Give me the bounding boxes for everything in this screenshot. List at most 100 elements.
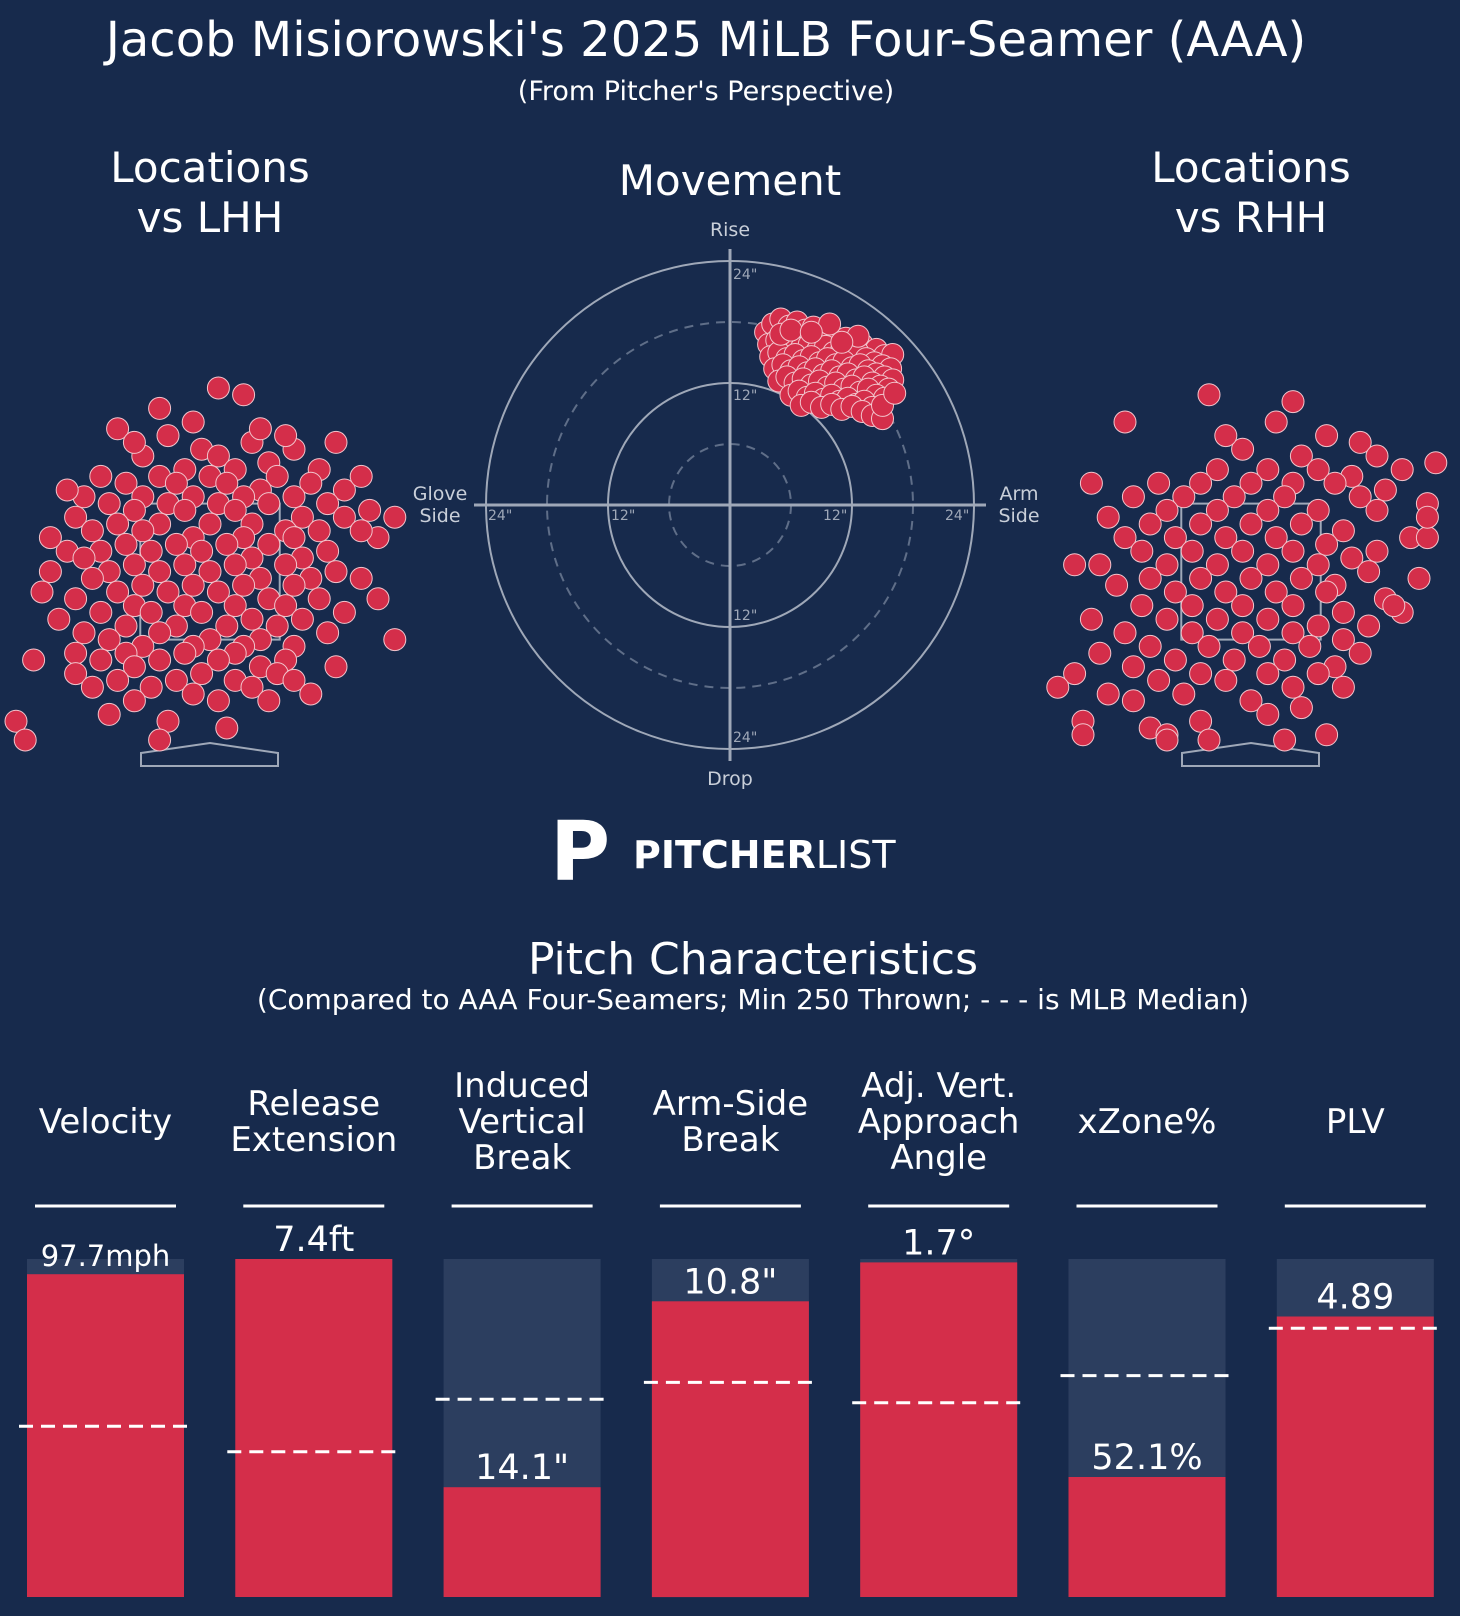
rhh-pitch-point bbox=[1315, 723, 1339, 747]
lhh-pitch-point bbox=[148, 560, 172, 584]
rhh-pitch-point bbox=[1256, 607, 1280, 631]
rhh-pitch-point bbox=[1348, 430, 1372, 454]
lhh-pitch-point bbox=[223, 498, 247, 522]
bar-category-label: Angle bbox=[890, 1138, 987, 1178]
lhh-pitch-point bbox=[316, 492, 340, 516]
movement-arm-label-line-1: Arm bbox=[1000, 483, 1039, 505]
movement-plot: Rise Drop Glove Side Arm Side 24" 12" 12… bbox=[413, 219, 1040, 790]
rhh-pitch-point bbox=[1264, 410, 1288, 434]
rhh-pitch-point bbox=[1289, 444, 1313, 468]
lhh-title-line-1: Locations bbox=[110, 143, 310, 192]
bar-value-label: 4.89 bbox=[1316, 1278, 1394, 1318]
rhh-pitch-point bbox=[1121, 689, 1145, 713]
lhh-home-plate bbox=[140, 741, 279, 767]
lhh-pitch-point bbox=[164, 532, 188, 556]
lhh-pitch-point bbox=[148, 728, 172, 752]
lhh-pitch-point bbox=[148, 648, 172, 672]
rhh-pitch-point bbox=[1239, 471, 1263, 495]
lhh-pitch-point bbox=[274, 594, 298, 618]
rhh-pitch-point bbox=[1214, 424, 1238, 448]
lhh-pitch-point bbox=[72, 621, 96, 645]
lhh-pitch-point bbox=[4, 709, 28, 733]
rhh-pitch-point bbox=[1105, 573, 1129, 597]
rhh-pitch-point bbox=[1155, 728, 1179, 752]
lhh-pitch-point bbox=[198, 560, 222, 584]
rhh-pitch-point bbox=[1357, 614, 1381, 638]
lhh-pitch-point bbox=[38, 526, 62, 550]
rhh-pitch-point bbox=[1222, 485, 1246, 509]
bar-category-label: Induced bbox=[454, 1066, 590, 1106]
lhh-pitch-point bbox=[232, 383, 256, 407]
rhh-pitch-point bbox=[1163, 526, 1187, 550]
movement-pitch-point bbox=[830, 330, 854, 354]
rhh-pitch-point bbox=[1273, 728, 1297, 752]
pitcherlist-logo: P PITCHERLIST bbox=[550, 805, 896, 900]
lhh-pitch-point bbox=[223, 594, 247, 618]
rhh-pitch-point bbox=[1197, 383, 1221, 407]
rhh-pitch-point bbox=[1415, 526, 1439, 550]
lhh-pitch-point bbox=[299, 471, 323, 495]
lhh-pitch-point bbox=[114, 532, 138, 556]
lhh-pitch-point bbox=[349, 566, 373, 590]
rhh-pitch-point bbox=[1365, 498, 1389, 522]
lhh-pitch-point bbox=[299, 682, 323, 706]
bar-value-label: 52.1% bbox=[1091, 1438, 1202, 1478]
rhh-pitch-point bbox=[1180, 594, 1204, 618]
main-subtitle: (From Pitcher's Perspective) bbox=[518, 76, 894, 107]
lhh-pitch-point bbox=[97, 492, 121, 516]
rhh-title-line-1: Locations bbox=[1151, 143, 1351, 192]
lhh-pitch-point bbox=[349, 464, 373, 488]
rhh-pitch-point bbox=[1281, 390, 1305, 414]
lhh-pitch-point bbox=[122, 689, 146, 713]
lhh-pitch-point bbox=[248, 417, 272, 441]
lhh-pitch-point bbox=[64, 587, 88, 611]
lhh-pitch-point bbox=[215, 716, 239, 740]
lhh-pitch-point bbox=[89, 464, 113, 488]
rhh-pitch-point bbox=[1315, 424, 1339, 448]
rhh-pitch-point bbox=[1289, 566, 1313, 590]
lhh-pitch-point bbox=[131, 573, 155, 597]
lhh-pitch-point bbox=[332, 600, 356, 624]
movement-title: Movement bbox=[619, 156, 841, 205]
lhh-pitch-point bbox=[106, 417, 130, 441]
ring-label-left-24: 24" bbox=[488, 508, 512, 524]
rhh-pitch-point bbox=[1130, 594, 1154, 618]
lhh-points bbox=[4, 376, 407, 752]
lhh-pitch-point bbox=[257, 532, 281, 556]
lhh-pitch-point bbox=[156, 424, 180, 448]
bar-value bbox=[443, 1487, 601, 1597]
rhh-pitch-point bbox=[1130, 539, 1154, 563]
lhh-pitch-point bbox=[131, 519, 155, 543]
rhh-pitch-point bbox=[1189, 512, 1213, 536]
lhh-pitch-point bbox=[38, 560, 62, 584]
rhh-pitch-point bbox=[1264, 580, 1288, 604]
logo-mark: P bbox=[550, 805, 610, 900]
ring-label-bottom-12: 12" bbox=[733, 608, 757, 624]
lhh-pitch-point bbox=[190, 600, 214, 624]
rhh-pitch-point bbox=[1205, 458, 1229, 482]
lhh-pitch-point bbox=[282, 668, 306, 692]
lhh-pitch-point bbox=[173, 498, 197, 522]
lhh-pitch-point bbox=[206, 444, 230, 468]
rhh-pitch-point bbox=[1172, 682, 1196, 706]
logo-word-bold: PITCHER bbox=[633, 833, 816, 877]
rhh-pitch-point bbox=[1231, 621, 1255, 645]
lhh-pitch-point bbox=[122, 553, 146, 577]
rhh-pitch-point bbox=[1147, 471, 1171, 495]
rhh-pitch-point bbox=[1281, 539, 1305, 563]
rhh-pitch-point bbox=[1172, 485, 1196, 509]
lhh-pitch-point bbox=[274, 553, 298, 577]
lhh-pitch-point bbox=[156, 580, 180, 604]
lhh-pitch-point bbox=[80, 519, 104, 543]
lhh-pitch-point bbox=[232, 573, 256, 597]
lhh-location-plot bbox=[4, 376, 407, 767]
lhh-pitch-point bbox=[122, 655, 146, 679]
logo-word-light: LIST bbox=[816, 833, 896, 877]
lhh-pitch-point bbox=[215, 532, 239, 556]
lhh-pitch-point bbox=[198, 512, 222, 536]
rhh-pitch-point bbox=[1357, 560, 1381, 584]
lhh-pitch-point bbox=[106, 580, 130, 604]
rhh-pitch-point bbox=[1180, 539, 1204, 563]
rhh-pitch-point bbox=[1046, 675, 1070, 699]
